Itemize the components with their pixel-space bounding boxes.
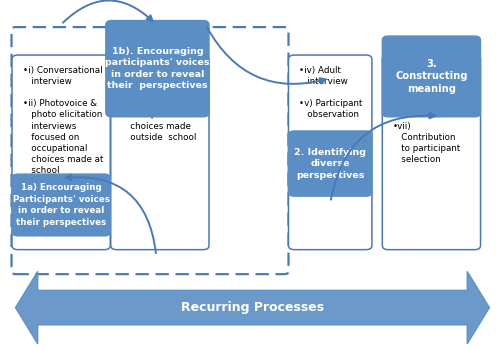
FancyBboxPatch shape [106, 21, 209, 117]
FancyBboxPatch shape [288, 131, 372, 196]
FancyBboxPatch shape [111, 55, 209, 250]
Text: Recurring Processes: Recurring Processes [181, 301, 324, 314]
Text: •vi) Sharing
   insights and
   Closing
   Interview

•vii)
   Contribution
   t: •vi) Sharing insights and Closing Interv… [393, 66, 460, 164]
Polygon shape [16, 271, 490, 344]
FancyBboxPatch shape [382, 55, 480, 250]
Text: 2. Identifying
diverse
perspectives: 2. Identifying diverse perspectives [294, 148, 366, 180]
Text: •iii) photovoice &
   photo-elicitation
   interviews
   focused on
   occupatio: •iii) photovoice & photo-elicitation int… [122, 66, 202, 142]
FancyBboxPatch shape [12, 174, 110, 236]
Text: 1a) Encouraging
Participants' voices
in order to reveal
their perspectives: 1a) Encouraging Participants' voices in … [12, 183, 110, 227]
Text: •iv) Adult
   interview

•v) Participant
   observation: •iv) Adult interview •v) Participant obs… [300, 66, 362, 119]
FancyBboxPatch shape [288, 55, 372, 250]
Text: 3.
Constructing
meaning: 3. Constructing meaning [395, 58, 468, 94]
Text: •i) Conversational
   interview

•ii) Photovoice &
   photo elicitation
   inter: •i) Conversational interview •ii) Photov… [23, 66, 103, 175]
Text: 1b). Encouraging
participants' voices
in order to reveal
their  perspectives: 1b). Encouraging participants' voices in… [105, 47, 210, 90]
FancyBboxPatch shape [12, 55, 110, 250]
FancyBboxPatch shape [382, 36, 480, 117]
